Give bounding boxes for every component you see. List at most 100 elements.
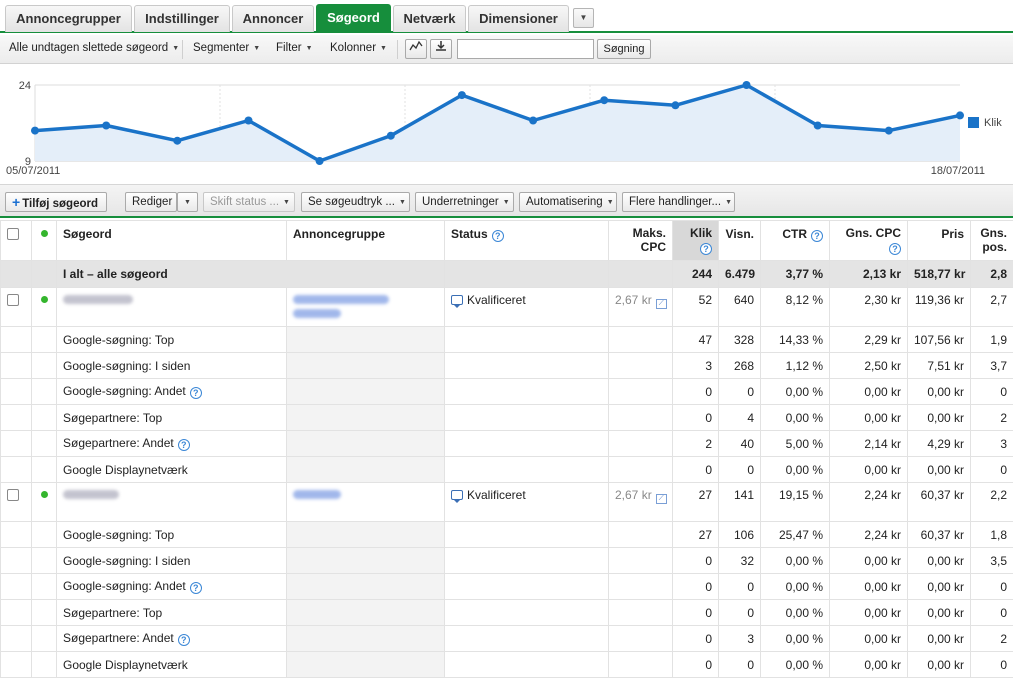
data-point[interactable] [102, 122, 110, 130]
row-checkbox[interactable] [7, 489, 19, 501]
redacted-adgroup-link[interactable] [293, 309, 341, 318]
plus-icon: + [12, 194, 20, 210]
x-tick-label-end: 18/07/2011 [931, 165, 985, 177]
segment-ctr: 14,33 % [761, 327, 830, 353]
col-avg-pos[interactable]: Gns.pos. [971, 221, 1013, 261]
max-cpc-cell[interactable]: 2,67 kr ⟋ [609, 288, 673, 327]
search-terms-dropdown[interactable]: Se søgeudtryk ...▼ [301, 192, 410, 212]
row-checkbox[interactable] [7, 294, 19, 306]
redacted-adgroup-link[interactable] [293, 295, 389, 304]
tab-dimensioner[interactable]: Dimensioner [468, 5, 569, 32]
filter-label: Filter [276, 42, 302, 54]
help-icon[interactable]: ? [700, 243, 712, 255]
col-adgroup[interactable]: Annoncegruppe [287, 221, 445, 261]
data-point[interactable] [387, 132, 395, 140]
segment-label-cell: Søgepartnere: Andet? [57, 626, 287, 652]
help-icon[interactable]: ? [889, 243, 901, 255]
select-all-checkbox[interactable] [7, 228, 19, 240]
segment-label-cell: Google-søgning: I siden [57, 353, 287, 379]
data-point[interactable] [600, 96, 608, 104]
segments-label: Segmenter [193, 42, 249, 54]
col-cost[interactable]: Pris [908, 221, 971, 261]
keyword-cell[interactable] [57, 288, 287, 327]
adgroup-cell[interactable] [287, 288, 445, 327]
segment-label: Søgepartnere: Andet [63, 631, 174, 645]
segment-label-cell: Google Displaynetværk [57, 457, 287, 483]
bid-chart-icon[interactable]: ⟋ [656, 494, 667, 504]
max-cpc-cell[interactable]: 2,67 kr⟋ [609, 483, 673, 522]
edit-dropdown-button[interactable]: ▼ [177, 192, 198, 212]
alerts-dropdown[interactable]: Underretninger▼ [415, 192, 514, 212]
redacted-adgroup-link[interactable] [293, 490, 341, 499]
data-point[interactable] [956, 111, 964, 119]
col-keyword[interactable]: Søgeord [57, 221, 287, 261]
segment-avg-pos: 3 [971, 431, 1013, 457]
more-tabs-button[interactable]: ▼ [573, 8, 594, 28]
tab-annoncegrupper[interactable]: Annoncegrupper [5, 5, 132, 32]
data-point[interactable] [245, 117, 253, 125]
segment-avg-cpc: 0,00 kr [830, 626, 908, 652]
bid-chart-icon[interactable]: ⟋ [656, 299, 667, 309]
search-input[interactable] [457, 39, 594, 59]
toggle-graph-button[interactable] [405, 39, 427, 59]
columns-dropdown[interactable]: Kolonner▼ [330, 42, 387, 54]
tab-indstillinger[interactable]: Indstillinger [134, 5, 230, 32]
view-filter-dropdown[interactable]: Alle undtagen slettede søgeord▼ [9, 42, 179, 54]
help-icon[interactable]: ? [178, 439, 190, 451]
keyword-cell[interactable] [57, 483, 287, 522]
status-text: Kvalificeret [467, 488, 526, 502]
max-cpc-value: 2,67 kr [615, 293, 652, 307]
help-icon[interactable]: ? [492, 230, 504, 242]
status-cell[interactable]: Kvalificeret [445, 288, 609, 327]
segment-avg-cpc: 2,29 kr [830, 327, 908, 353]
status-cell[interactable]: Kvalificeret [445, 483, 609, 522]
filter-dropdown[interactable]: Filter▼ [276, 42, 313, 54]
automation-dropdown[interactable]: Automatisering▼ [519, 192, 617, 212]
adgroup-cell[interactable] [287, 483, 445, 522]
data-point[interactable] [885, 127, 893, 135]
data-point[interactable] [316, 157, 324, 165]
data-point[interactable] [743, 81, 751, 89]
col-avg-cpc[interactable]: Gns. CPC? [830, 221, 908, 261]
search-button[interactable]: Søgning [597, 39, 651, 59]
tab-annoncer[interactable]: Annoncer [232, 5, 314, 32]
segment-clicks: 0 [673, 600, 719, 626]
help-icon[interactable]: ? [190, 582, 202, 594]
help-icon[interactable]: ? [178, 634, 190, 646]
help-icon[interactable]: ? [190, 387, 202, 399]
data-point[interactable] [529, 117, 537, 125]
data-point[interactable] [671, 101, 679, 109]
segment-ctr: 25,47 % [761, 522, 830, 548]
segment-avg-pos: 2 [971, 405, 1013, 431]
add-keyword-button[interactable]: +Tilføj søgeord [5, 192, 107, 212]
total-row: I alt – alle søgeord 244 6.479 3,77 % 2,… [1, 261, 1013, 288]
data-point[interactable] [814, 122, 822, 130]
data-point[interactable] [173, 137, 181, 145]
col-clicks[interactable]: Klik? [673, 221, 719, 261]
tab-soegeord[interactable]: Søgeord [316, 4, 391, 33]
redacted-keyword [63, 295, 133, 304]
status-dot-icon [41, 230, 48, 237]
change-status-dropdown[interactable]: Skift status ...▼ [203, 192, 295, 212]
data-point[interactable] [31, 127, 39, 135]
status-dot-icon [41, 491, 48, 498]
more-actions-dropdown[interactable]: Flere handlinger...▼ [622, 192, 735, 212]
col-max-cpc[interactable]: Maks.CPC [609, 221, 673, 261]
tab-netvaerk[interactable]: Netværk [393, 5, 466, 32]
performance-chart: 24 9 05/07/2011 18/07/2011 Klik [0, 65, 1013, 182]
segment-label: Google Displaynetværk [63, 463, 188, 477]
speech-bubble-icon[interactable] [451, 490, 463, 500]
col-status[interactable]: Status? [445, 221, 609, 261]
speech-bubble-icon[interactable] [451, 295, 463, 305]
segments-dropdown[interactable]: Segmenter▼ [193, 42, 260, 54]
col-impressions[interactable]: Visn. [719, 221, 761, 261]
tab-bar: Annoncegrupper Indstillinger Annoncer Sø… [0, 0, 1013, 33]
edit-button[interactable]: Rediger [125, 192, 177, 212]
download-button[interactable] [430, 39, 452, 59]
col-ctr[interactable]: CTR? [761, 221, 830, 261]
legend-swatch [968, 117, 979, 128]
help-icon[interactable]: ? [811, 230, 823, 242]
data-point[interactable] [458, 91, 466, 99]
segment-ctr: 1,12 % [761, 353, 830, 379]
